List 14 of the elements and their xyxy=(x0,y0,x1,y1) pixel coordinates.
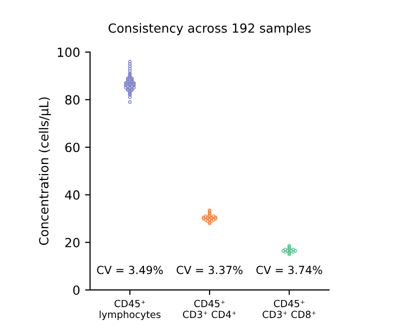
x-tick-label: CD45⁺ CD3⁺ CD4⁺ xyxy=(182,300,236,318)
x-tick-label: CD45⁺ lymphocytes xyxy=(100,300,160,320)
y-axis-title: Concentration (cells/µL) xyxy=(38,97,51,245)
annotation: CV = 3.49% xyxy=(97,266,163,274)
y-tick-label: 60 xyxy=(65,142,80,152)
annotation: CV = 3.74% xyxy=(256,266,322,274)
x-tick-label: CD45⁺ CD3⁺ CD8⁺ xyxy=(262,300,316,318)
y-tick-label: 20 xyxy=(65,238,80,248)
y-tick-label: 0 xyxy=(73,285,80,295)
y-tick-label: 40 xyxy=(65,190,80,200)
annotation: CV = 3.37% xyxy=(176,266,242,274)
chart-title: Consistency across 192 samples xyxy=(108,23,311,36)
y-tick-label: 80 xyxy=(65,95,80,105)
y-tick-label: 100 xyxy=(58,48,80,58)
